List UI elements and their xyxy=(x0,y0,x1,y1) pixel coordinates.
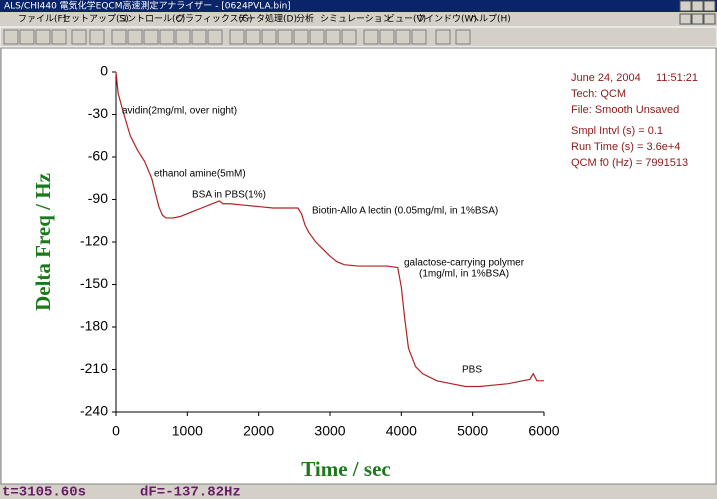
menu-item[interactable]: 分析 xyxy=(296,13,314,25)
status-freq: dF=-137.82Hz xyxy=(140,485,241,499)
annotation: Biotin-Allo A lectin (0.05mg/ml, in 1%BS… xyxy=(312,206,498,217)
toolbar-button[interactable] xyxy=(363,29,379,45)
y-tick-label: -30 xyxy=(88,105,108,121)
toolbar-button[interactable] xyxy=(159,29,175,45)
menu-item[interactable]: ウインドウ(W) xyxy=(416,14,477,25)
maximize-button[interactable] xyxy=(691,0,704,12)
toolbar-button[interactable] xyxy=(261,29,277,45)
toolbar-button[interactable] xyxy=(111,29,127,45)
window-controls[interactable] xyxy=(679,0,716,12)
toolbar-button[interactable] xyxy=(277,29,293,45)
info-line: June 24, 2004 11:51:21 xyxy=(571,72,698,84)
toolbar-button[interactable] xyxy=(71,29,87,45)
info-line: Run Time (s) = 3.6e+4 xyxy=(571,141,680,153)
toolbar-button[interactable] xyxy=(89,29,105,45)
toolbar-button[interactable] xyxy=(325,29,341,45)
menu-items: ファイル(F)セットアップ(S)コントロール(C)グラフィックス(G)データ処理… xyxy=(18,13,511,25)
toolbar-button[interactable] xyxy=(51,29,67,45)
toolbar-buttons xyxy=(3,29,471,45)
toolbar-button[interactable] xyxy=(229,29,245,45)
x-tick-label: 4000 xyxy=(386,423,417,439)
menu-bar xyxy=(0,12,717,26)
annotation: (1mg/ml, in 1%BSA) xyxy=(419,269,509,280)
child-controls[interactable] xyxy=(679,13,716,25)
toolbar-button[interactable] xyxy=(127,29,143,45)
y-tick-label: -60 xyxy=(88,148,108,164)
menu-item[interactable]: ファイル(F) xyxy=(18,15,66,25)
menu-item[interactable]: データ処理(D) xyxy=(238,13,297,25)
child-minimize[interactable] xyxy=(679,13,692,25)
annotation: avidin(2mg/ml, over night) xyxy=(122,106,237,117)
menu-item[interactable]: ヘルプ(H) xyxy=(470,14,511,25)
toolbar-button[interactable] xyxy=(293,29,309,45)
y-axis-label: Delta Freq / Hz xyxy=(31,173,55,311)
toolbar-button[interactable] xyxy=(191,29,207,45)
toolbar xyxy=(0,26,717,48)
toolbar-button[interactable] xyxy=(379,29,395,45)
toolbar-button[interactable] xyxy=(175,29,191,45)
menu-item[interactable]: ビュー(V) xyxy=(386,14,426,25)
annotation: ethanol amine(5mM) xyxy=(154,169,246,180)
info-line: Tech: QCM xyxy=(571,88,626,100)
toolbar-button[interactable] xyxy=(19,29,35,45)
toolbar-button[interactable] xyxy=(309,29,325,45)
info-line: File: Smooth Unsaved xyxy=(571,104,679,116)
x-axis-label: Time / sec xyxy=(301,457,390,481)
annotation: galactose-carrying polymer xyxy=(404,258,525,269)
toolbar-button[interactable] xyxy=(341,29,357,45)
toolbar-button[interactable] xyxy=(3,29,19,45)
x-tick-label: 2000 xyxy=(243,423,274,439)
status-time: t=3105.60s xyxy=(2,485,86,499)
y-tick-label: 0 xyxy=(100,63,108,79)
x-tick-label: 6000 xyxy=(528,423,559,439)
status-bar xyxy=(0,485,717,499)
toolbar-button[interactable] xyxy=(35,29,51,45)
y-tick-label: -90 xyxy=(88,190,108,206)
y-tick-label: -180 xyxy=(80,318,108,334)
info-line: Smpl Intvl (s) = 0.1 xyxy=(571,125,663,137)
y-tick-label: -240 xyxy=(80,403,108,419)
child-close[interactable] xyxy=(703,13,716,25)
toolbar-button[interactable] xyxy=(435,29,451,45)
info-line: QCM f0 (Hz) = 7991513 xyxy=(571,157,688,169)
toolbar-button[interactable] xyxy=(143,29,159,45)
menu-item[interactable]: グラフィックス(G) xyxy=(176,13,253,25)
title-bar xyxy=(0,0,717,12)
toolbar-button[interactable] xyxy=(411,29,427,45)
window-title: ALS/CHI440 電気化学EQCM高速測定アナライザー - [0624PVL… xyxy=(4,0,291,12)
x-tick-label: 3000 xyxy=(314,423,345,439)
toolbar-button[interactable] xyxy=(455,29,471,45)
close-button[interactable] xyxy=(703,0,716,12)
child-restore[interactable] xyxy=(691,13,704,25)
menu-item[interactable]: セットアップ(S) xyxy=(62,14,129,25)
x-tick-label: 1000 xyxy=(172,423,203,439)
data-line xyxy=(115,71,544,388)
minimize-button[interactable] xyxy=(679,0,692,12)
y-tick-label: -210 xyxy=(80,360,108,376)
x-tick-label: 5000 xyxy=(457,423,488,439)
toolbar-button[interactable] xyxy=(395,29,411,45)
y-tick-label: -120 xyxy=(80,233,108,249)
annotation: PBS xyxy=(462,365,482,376)
menu-item[interactable]: シミュレーション xyxy=(320,15,392,25)
menu-item[interactable]: コントロール(C) xyxy=(118,15,185,25)
toolbar-button[interactable] xyxy=(207,29,223,45)
y-tick-label: -150 xyxy=(80,275,108,291)
x-tick-label: 0 xyxy=(112,423,120,439)
annotation: BSA in PBS(1%) xyxy=(192,190,266,201)
toolbar-button[interactable] xyxy=(245,29,261,45)
